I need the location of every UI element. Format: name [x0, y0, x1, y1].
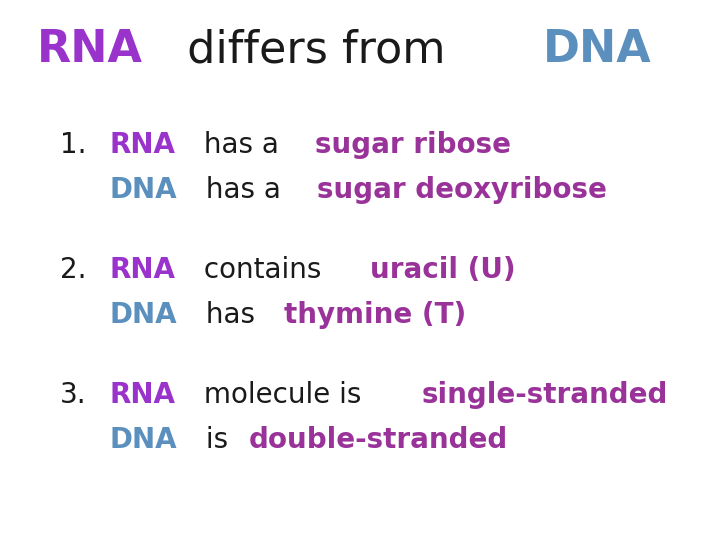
Text: sugar deoxyribose: sugar deoxyribose [317, 176, 607, 204]
Text: DNA: DNA [110, 426, 178, 454]
Text: RNA: RNA [37, 29, 143, 71]
Text: sugar ribose: sugar ribose [315, 131, 510, 159]
Text: 2.: 2. [60, 256, 86, 284]
Text: DNA: DNA [110, 301, 178, 329]
Text: 3.: 3. [60, 381, 86, 409]
Text: has a: has a [197, 176, 290, 204]
Text: has: has [197, 301, 264, 329]
Text: contains: contains [195, 256, 330, 284]
Text: is: is [197, 426, 238, 454]
Text: has a: has a [195, 131, 288, 159]
Text: thymine (T): thymine (T) [284, 301, 466, 329]
Text: molecule is: molecule is [195, 381, 370, 409]
Text: double-stranded: double-stranded [249, 426, 508, 454]
Text: 1.: 1. [60, 131, 86, 159]
Text: uracil (U): uracil (U) [369, 256, 516, 284]
Text: RNA: RNA [110, 131, 176, 159]
Text: RNA: RNA [110, 381, 176, 409]
Text: DNA: DNA [110, 176, 178, 204]
Text: RNA: RNA [110, 256, 176, 284]
Text: DNA: DNA [543, 29, 652, 71]
Text: single-stranded: single-stranded [421, 381, 667, 409]
Text: differs from: differs from [174, 29, 460, 71]
